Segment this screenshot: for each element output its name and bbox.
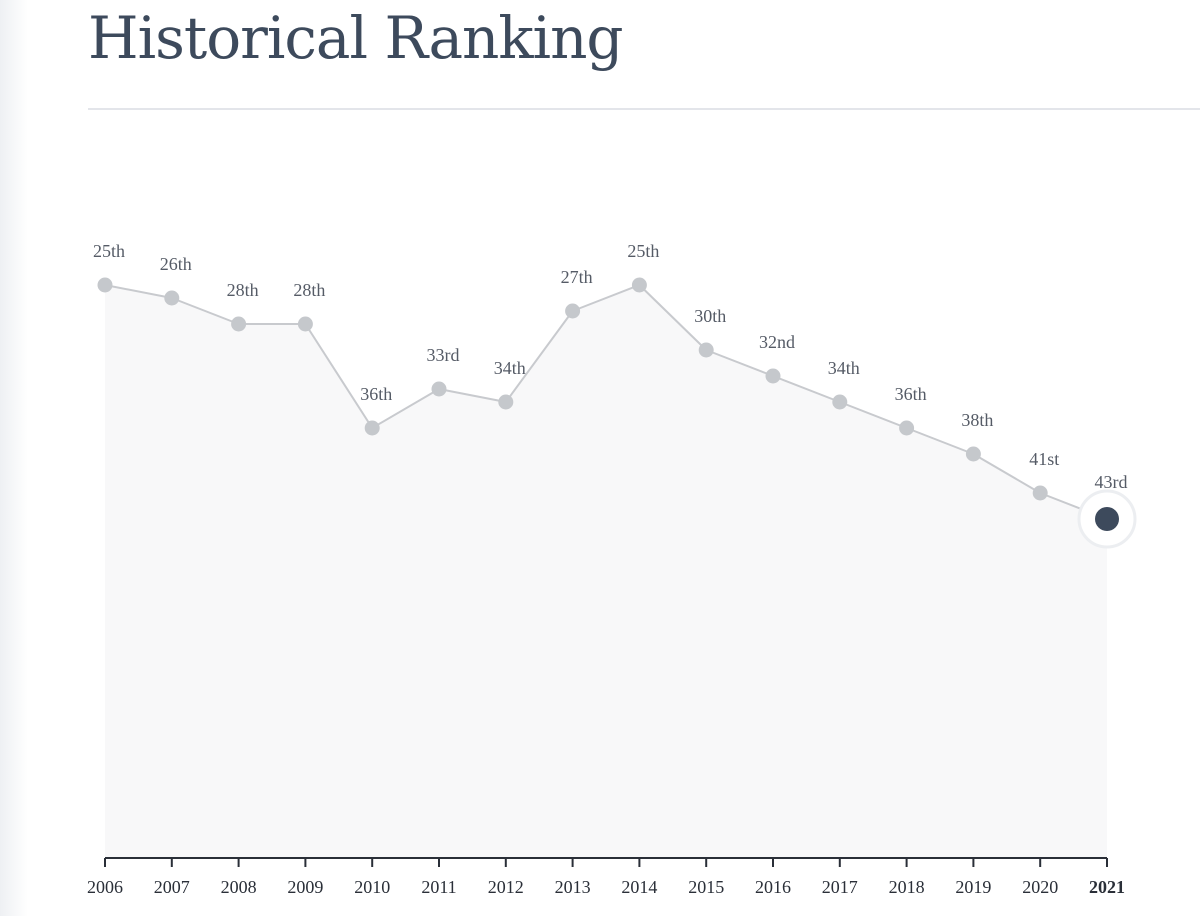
data-point[interactable] [364, 420, 380, 436]
data-point-current[interactable] [1095, 507, 1119, 531]
data-point[interactable] [565, 303, 581, 319]
data-point[interactable] [765, 368, 781, 384]
x-tick-label: 2008 [221, 877, 257, 897]
x-tick-label: 2009 [287, 877, 323, 897]
data-point[interactable] [631, 277, 647, 293]
x-tick-label: 2006 [87, 877, 123, 897]
data-point[interactable] [297, 316, 313, 332]
data-point[interactable] [832, 394, 848, 410]
line-segment [839, 401, 907, 429]
data-label: 25th [627, 241, 659, 261]
data-point[interactable] [164, 290, 180, 306]
title-divider [88, 108, 1200, 110]
sidebar-edge [0, 0, 28, 916]
area-fill [105, 285, 1107, 858]
x-tick-label: 2007 [154, 877, 190, 897]
x-tick-label: 2017 [822, 877, 858, 897]
line-segment [972, 453, 1041, 494]
data-point[interactable] [698, 342, 714, 358]
x-tick-label: 2018 [889, 877, 925, 897]
line-segment [705, 349, 774, 377]
x-tick-label: 2013 [555, 877, 591, 897]
data-label: 28th [293, 280, 325, 300]
data-label: 28th [227, 280, 259, 300]
data-label: 30th [694, 306, 726, 326]
x-tick-label: 2012 [488, 877, 524, 897]
x-tick-label: 2015 [688, 877, 724, 897]
data-label: 33rd [427, 345, 460, 365]
data-point[interactable] [1032, 485, 1048, 501]
data-label: 43rd [1095, 472, 1128, 492]
data-label: 32nd [759, 332, 795, 352]
data-point[interactable] [965, 446, 981, 462]
x-tick-label: 2019 [955, 877, 991, 897]
data-label: 41st [1029, 449, 1059, 469]
data-label: 27th [561, 267, 593, 287]
data-label: 34th [494, 358, 526, 378]
data-label: 36th [360, 384, 392, 404]
data-label: 36th [895, 384, 927, 404]
data-label: 38th [961, 410, 993, 430]
page-title: Historical Ranking [88, 4, 624, 72]
data-point[interactable] [97, 277, 113, 293]
data-point[interactable] [498, 394, 514, 410]
x-tick-label: 2021 [1089, 877, 1125, 897]
line-segment [504, 310, 574, 403]
line-segment [772, 375, 841, 403]
data-point[interactable] [231, 316, 247, 332]
line-segment [304, 323, 374, 429]
x-tick-label: 2010 [354, 877, 390, 897]
line-segment [906, 427, 974, 455]
x-tick-label: 2011 [421, 877, 456, 897]
line-segment [104, 284, 172, 299]
data-label: 25th [93, 241, 125, 261]
x-tick-label: 2020 [1022, 877, 1058, 897]
line-segment [371, 388, 440, 429]
data-point[interactable] [899, 420, 915, 436]
data-point[interactable] [431, 381, 447, 397]
x-tick-label: 2014 [621, 877, 657, 897]
data-label: 34th [828, 358, 860, 378]
line-segment [438, 388, 506, 403]
line-segment [171, 297, 239, 325]
x-tick-label: 2016 [755, 877, 791, 897]
line-segment [638, 284, 707, 351]
data-label: 26th [160, 254, 192, 274]
line-segment [572, 284, 640, 312]
